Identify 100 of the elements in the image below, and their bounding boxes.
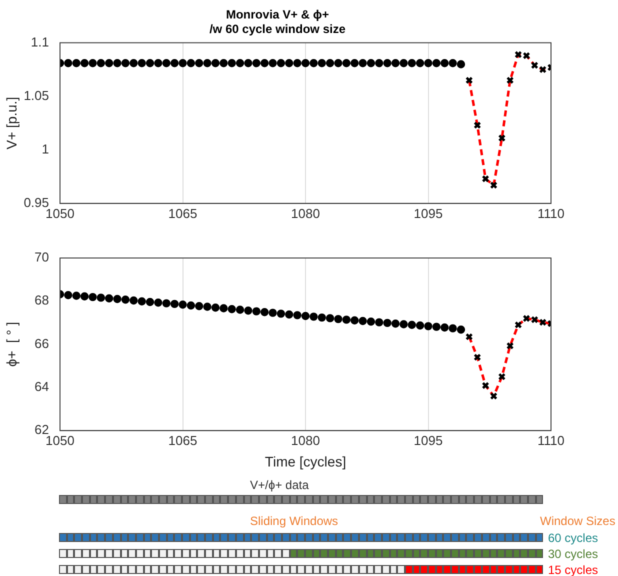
point xyxy=(72,59,80,68)
point xyxy=(342,59,351,68)
point xyxy=(113,59,122,68)
point xyxy=(178,300,187,309)
point xyxy=(375,318,384,326)
point xyxy=(236,59,244,68)
point xyxy=(334,59,342,68)
point xyxy=(268,59,277,68)
point xyxy=(211,59,220,68)
point xyxy=(228,305,236,314)
point xyxy=(121,59,130,68)
point xyxy=(276,310,286,318)
point xyxy=(375,59,384,68)
text: Sliding Windows xyxy=(250,514,338,528)
point xyxy=(416,321,424,330)
point xyxy=(121,296,130,304)
point xyxy=(162,299,170,308)
point xyxy=(408,59,416,68)
x-tick-label: 1080 xyxy=(291,206,320,221)
point xyxy=(400,59,408,68)
point xyxy=(244,306,252,315)
point xyxy=(383,318,392,328)
point xyxy=(130,59,138,68)
y-tick-label: 1.1 xyxy=(30,34,49,50)
point xyxy=(260,308,269,316)
x-tick-label: 1065 xyxy=(168,206,198,221)
point xyxy=(408,320,416,329)
y-tick-label: 64 xyxy=(34,379,49,394)
x-axis-title: Time [cycles] xyxy=(264,453,346,470)
point xyxy=(228,59,236,68)
point xyxy=(383,59,392,68)
point xyxy=(220,304,228,312)
point xyxy=(170,300,179,308)
point xyxy=(105,59,114,68)
point xyxy=(342,316,351,324)
y-tick-label: 70 xyxy=(34,250,49,265)
point xyxy=(186,301,196,310)
point xyxy=(416,59,424,68)
text: V+/ϕ+ data xyxy=(250,478,309,492)
point xyxy=(350,59,359,68)
chart-title: Monrovia V+ & ϕ+ xyxy=(226,8,330,22)
point xyxy=(310,59,318,68)
point xyxy=(440,323,449,332)
point xyxy=(350,316,359,324)
point xyxy=(203,302,212,311)
point xyxy=(456,60,466,68)
point xyxy=(105,294,114,302)
y-tick-label: 1 xyxy=(42,141,49,156)
point xyxy=(326,59,334,68)
point xyxy=(252,59,260,68)
x-tick-label: 1110 xyxy=(538,206,564,221)
point xyxy=(186,59,196,68)
point xyxy=(72,292,80,300)
point xyxy=(366,318,376,326)
y-tick-label: 68 xyxy=(34,292,49,308)
point xyxy=(358,316,367,326)
x-tick-label: 1065 xyxy=(168,432,198,448)
point xyxy=(268,308,277,317)
point xyxy=(400,320,408,328)
point xyxy=(154,59,162,68)
x-tick-label: 1080 xyxy=(291,432,320,448)
x-tick-label: 1110 xyxy=(538,432,564,448)
point xyxy=(334,314,342,324)
text: 60 cycles xyxy=(548,531,598,545)
point xyxy=(285,59,294,68)
y-tick-label: 66 xyxy=(34,336,49,351)
point xyxy=(391,319,400,328)
point xyxy=(448,324,457,332)
point xyxy=(285,310,294,319)
point xyxy=(64,59,72,68)
x-tick-label: 1095 xyxy=(414,432,443,448)
point xyxy=(138,59,146,68)
point xyxy=(440,59,449,68)
point xyxy=(130,296,138,305)
point xyxy=(113,294,122,304)
point xyxy=(88,59,97,68)
text: Window Sizes xyxy=(540,514,616,528)
point xyxy=(80,59,89,68)
point xyxy=(195,302,204,310)
point xyxy=(195,59,204,68)
point xyxy=(252,307,260,316)
point xyxy=(203,59,212,68)
point xyxy=(293,59,302,68)
point xyxy=(178,59,187,68)
point xyxy=(96,59,106,68)
point xyxy=(146,298,154,306)
y-tick-label: 1.05 xyxy=(24,88,49,103)
point xyxy=(138,297,146,306)
point xyxy=(170,59,179,68)
point xyxy=(146,59,154,68)
point xyxy=(80,292,89,301)
point xyxy=(301,59,310,68)
point xyxy=(448,59,457,68)
point xyxy=(64,291,72,300)
point xyxy=(432,59,441,68)
point xyxy=(236,306,244,314)
point xyxy=(318,313,326,322)
point xyxy=(88,292,97,302)
point xyxy=(310,312,318,321)
point xyxy=(260,59,269,68)
